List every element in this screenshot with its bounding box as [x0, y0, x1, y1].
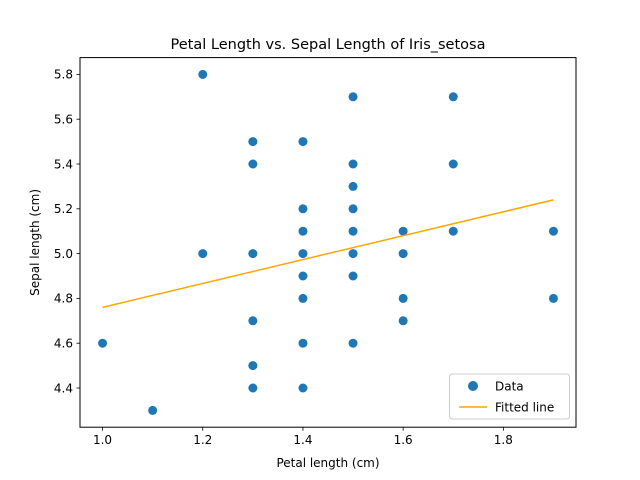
data-point — [248, 361, 258, 371]
y-tick-label: 4.8 — [54, 292, 73, 306]
y-tick-label: 5.8 — [54, 68, 73, 82]
data-point — [248, 316, 258, 326]
fitted-line — [102, 199, 554, 309]
data-point — [398, 249, 408, 259]
data-point — [298, 338, 308, 348]
data-point — [448, 159, 458, 169]
y-tick-label: 5.6 — [54, 113, 73, 127]
data-point — [398, 226, 408, 236]
data-point — [548, 293, 558, 303]
data-point — [398, 316, 408, 326]
data-point — [148, 405, 158, 415]
x-tick-label: 1.8 — [494, 433, 513, 447]
data-point — [348, 181, 358, 191]
data-point — [398, 293, 408, 303]
data-point — [248, 137, 258, 147]
data-point — [348, 249, 358, 259]
data-point — [248, 249, 258, 259]
data-point — [348, 204, 358, 214]
legend-label-fitted-line: Fitted line — [495, 401, 554, 415]
data-point — [348, 159, 358, 169]
y-tick-label: 4.6 — [54, 337, 73, 351]
data-point — [248, 159, 258, 169]
data-point — [348, 338, 358, 348]
data-point — [548, 226, 558, 236]
x-tick-label: 1.0 — [93, 433, 112, 447]
y-axis-title: Sepal length (cm) — [28, 189, 42, 296]
data-point — [348, 226, 358, 236]
y-tick-label: 5.2 — [54, 202, 73, 216]
y-tick-label: 4.4 — [54, 381, 73, 395]
legend-marker-data — [468, 381, 478, 391]
data-point — [298, 226, 308, 236]
data-point — [198, 69, 208, 79]
data-point — [448, 92, 458, 102]
data-point — [298, 293, 308, 303]
data-point — [298, 204, 308, 214]
data-point — [448, 226, 458, 236]
data-point — [298, 137, 308, 147]
y-tick-label: 5.4 — [54, 157, 73, 171]
x-tick-label: 1.6 — [394, 433, 413, 447]
y-tick-label: 5.0 — [54, 247, 73, 261]
data-point — [298, 383, 308, 393]
data-point — [348, 92, 358, 102]
data-point — [298, 271, 308, 281]
x-axis-title: Petal length (cm) — [276, 456, 379, 470]
legend-label-data: Data — [495, 380, 524, 394]
legend: Data Fitted line — [449, 373, 570, 420]
x-tick-label: 1.2 — [193, 433, 212, 447]
data-point — [98, 338, 108, 348]
data-point — [198, 249, 208, 259]
data-point — [248, 383, 258, 393]
x-tick-label: 1.4 — [293, 433, 312, 447]
data-point — [348, 271, 358, 281]
plot-frame — [79, 57, 577, 428]
chart-title: Petal Length vs. Sepal Length of Iris_se… — [171, 37, 486, 53]
data-point — [298, 249, 308, 259]
